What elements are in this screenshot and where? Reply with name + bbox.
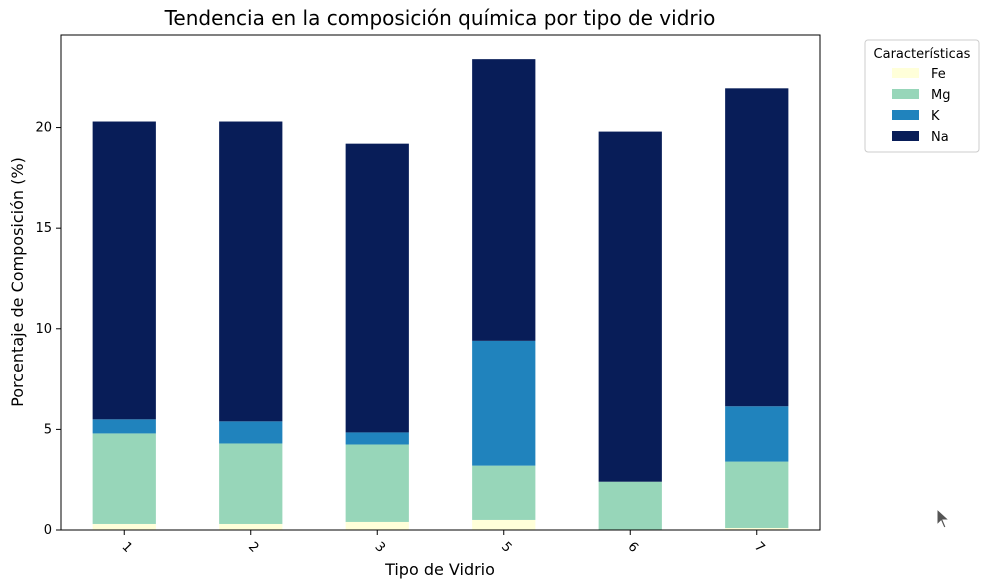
y-axis-label: Porcentaje de Composición (%) (8, 157, 27, 407)
plot-frame (60, 34, 821, 531)
mouse-pointer-icon (936, 508, 950, 529)
legend-swatch-k (892, 110, 919, 120)
legend-label-k: K (931, 109, 940, 124)
bar-na-5 (472, 59, 536, 341)
bar-mg-3 (345, 444, 409, 522)
bar-fe-3 (345, 521, 409, 530)
bar-fe-5 (472, 519, 536, 530)
bar-k-2 (219, 421, 283, 444)
bar-k-3 (345, 432, 409, 445)
y-tick-label: 5 (44, 422, 52, 437)
legend-title: Características (874, 47, 971, 62)
bar-mg-5 (472, 465, 536, 520)
bar-mg-1 (92, 433, 156, 524)
bar-na-2 (219, 121, 283, 422)
legend-swatch-mg (892, 89, 919, 99)
bar-mg-2 (219, 443, 283, 524)
legend-label-fe: Fe (931, 67, 946, 82)
x-tick-label: 7 (751, 539, 767, 555)
x-tick-label: 6 (624, 539, 640, 555)
bar-na-7 (725, 88, 789, 407)
bar-fe-2 (219, 523, 283, 530)
bar-fe-7 (725, 527, 789, 530)
chart-title: Tendencia en la composición química por … (164, 6, 716, 30)
bar-mg-6 (598, 481, 662, 530)
x-tick-label: 2 (245, 539, 261, 555)
y-tick-label: 0 (44, 523, 52, 538)
x-tick-label: 5 (498, 539, 514, 555)
legend-items: Fe Mg K Na (892, 67, 950, 145)
y-tick-label: 20 (35, 121, 52, 136)
bar-k-5 (472, 340, 536, 466)
legend: Características Fe Mg K Na (864, 39, 980, 153)
y-tick-label: 15 (35, 221, 52, 236)
legend-swatch-fe (892, 68, 919, 78)
bar-na-1 (92, 121, 156, 420)
legend-label-mg: Mg (931, 88, 950, 103)
bar-k-1 (92, 419, 156, 434)
y-axis: 0 5 10 15 20 (35, 121, 61, 538)
legend-label-na: Na (931, 130, 949, 145)
bar-na-6 (598, 131, 662, 482)
x-tick-label: 1 (118, 539, 134, 555)
bars-group (92, 59, 789, 530)
bar-na-3 (345, 143, 409, 433)
x-axis: 1 2 3 5 6 7 (118, 530, 767, 556)
bar-fe-1 (92, 523, 156, 530)
x-tick-label: 3 (371, 539, 387, 555)
bar-k-7 (725, 406, 789, 462)
legend-swatch-na (892, 131, 919, 141)
y-tick-label: 10 (35, 322, 52, 337)
bar-mg-7 (725, 461, 789, 528)
x-axis-label: Tipo de Vidrio (384, 560, 495, 579)
